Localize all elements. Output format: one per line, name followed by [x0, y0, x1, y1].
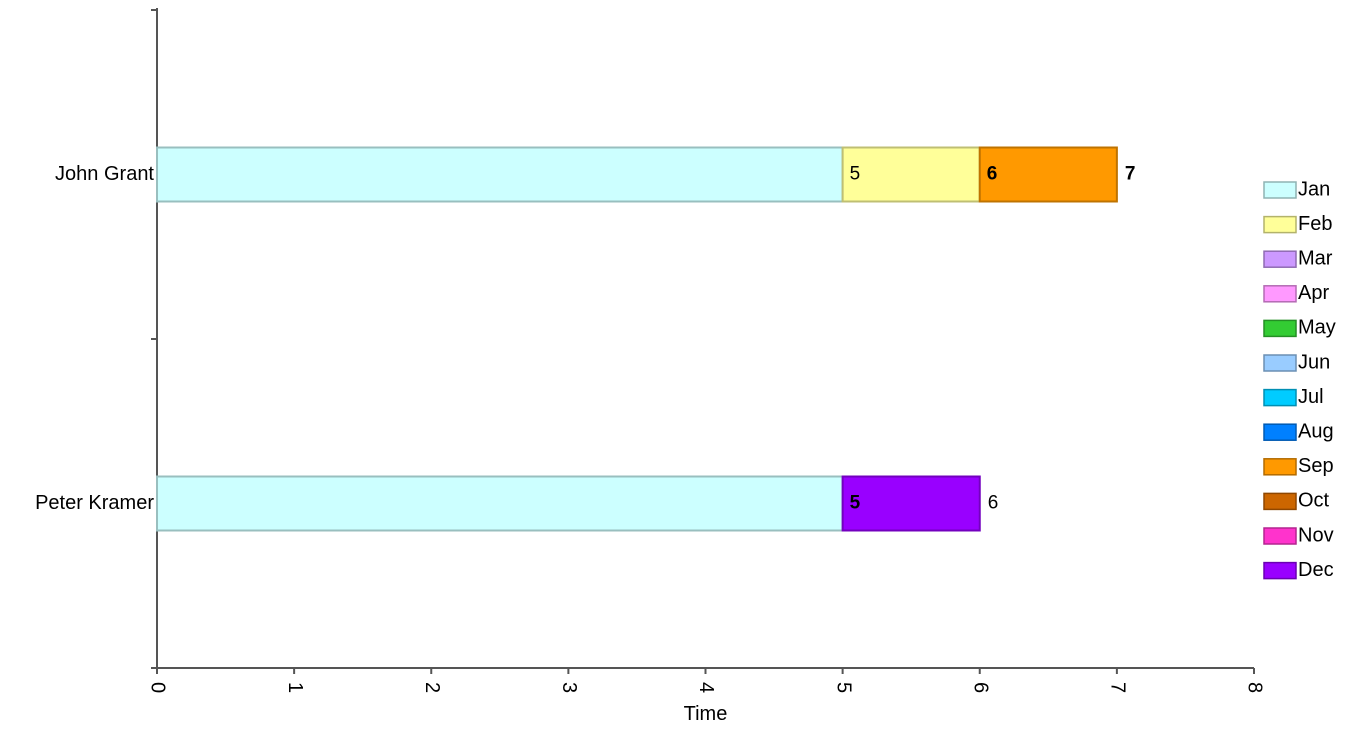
bar-segment	[978, 146, 1118, 203]
legend-label: Mar	[1298, 247, 1333, 269]
y-category-label: Peter Kramer	[35, 492, 154, 514]
bar-segment	[841, 475, 981, 532]
legend-label: Feb	[1298, 213, 1332, 235]
segment-label: 6	[987, 164, 998, 185]
y-category-label: John Grant	[55, 163, 154, 185]
x-tick-label: 4	[695, 682, 717, 693]
legend-label: Jan	[1298, 178, 1330, 200]
legend-label: Nov	[1298, 524, 1334, 546]
legend-label: Dec	[1298, 559, 1334, 581]
segment-label: 5	[850, 493, 861, 514]
legend-swatch	[1263, 561, 1297, 580]
legend-swatch	[1263, 250, 1297, 268]
legend-swatch	[1263, 215, 1297, 234]
legend-swatch	[1263, 423, 1297, 441]
legend-label: Sep	[1298, 455, 1334, 477]
axes: 0 1 2 3 4 5 6 7 8 Time John Grant Peter Kramer	[35, 8, 1266, 725]
x-tick-label: 2	[421, 682, 443, 693]
bar-end-label: 7	[1125, 164, 1136, 185]
segment-label: 5	[850, 164, 861, 185]
legend-label: Apr	[1298, 282, 1329, 304]
x-tick-label: 5	[832, 682, 854, 693]
legend-swatch	[1263, 458, 1297, 476]
bars-group: 5 6 7 5 6	[156, 146, 1136, 532]
x-tick-label: 1	[284, 682, 306, 693]
legend-label: Jul	[1298, 386, 1324, 408]
bar-segment	[156, 146, 844, 203]
legend-label: May	[1298, 317, 1336, 339]
legend-swatch	[1263, 354, 1297, 372]
legend-swatch	[1263, 319, 1297, 338]
legend-swatch	[1263, 527, 1297, 545]
x-tick-label: 8	[1244, 682, 1266, 693]
x-tick-label: 0	[147, 682, 169, 693]
legend-label: Jun	[1298, 351, 1330, 373]
x-axis-label: Time	[684, 703, 728, 725]
bar-end-label: 6	[988, 493, 999, 514]
legend-swatch	[1263, 492, 1297, 511]
legend-label: Oct	[1298, 490, 1330, 512]
x-tick-label: 6	[969, 682, 991, 693]
legend-swatch	[1263, 181, 1297, 199]
legend-swatch	[1263, 388, 1297, 407]
bar-segment	[841, 146, 981, 203]
legend: Jan Feb Mar Apr May Jun Jul Aug Sep Oct Nov Dec	[1263, 178, 1336, 581]
x-tick-label: 7	[1107, 682, 1129, 693]
bar-segment	[156, 475, 844, 532]
legend-label: Aug	[1298, 420, 1334, 442]
x-tick-label: 3	[558, 682, 580, 693]
legend-swatch	[1263, 285, 1297, 303]
